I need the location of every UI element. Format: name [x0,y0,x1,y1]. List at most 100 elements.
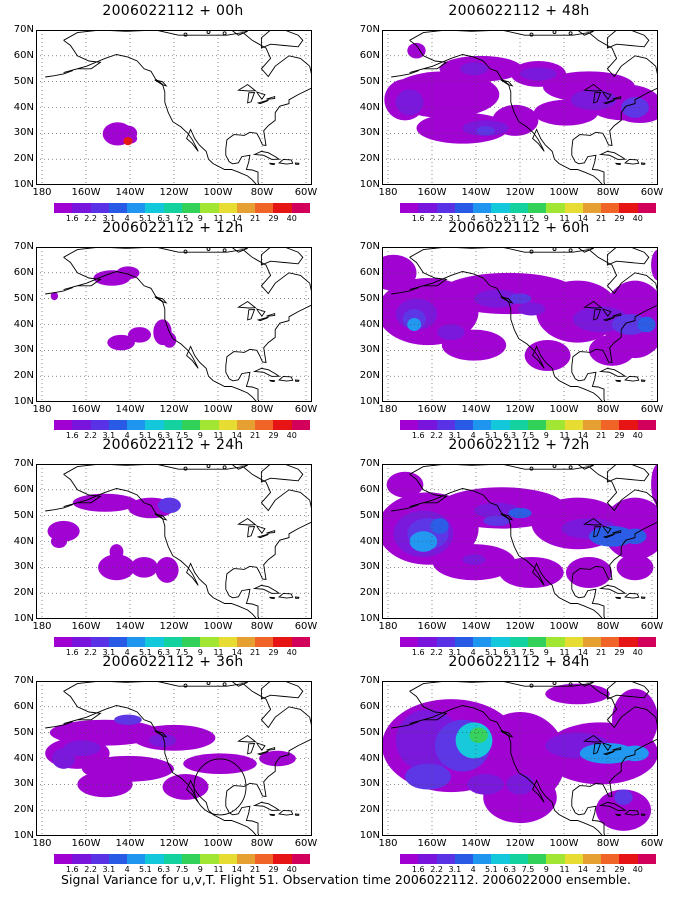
colorbar-swatch [54,420,72,430]
colorbar-swatch [601,637,619,647]
colorbar-swatch [510,637,528,647]
longitude-tick-label: 140W [110,621,150,632]
latitude-tick-label: 20N [346,153,380,164]
colorbar-swatch [400,203,418,213]
latitude-tick-label: 70N [346,675,380,686]
colorbar [54,420,310,430]
longitude-tick-label: 60W [632,187,672,198]
colorbar-swatch [292,637,310,647]
longitude-tick-label: 160W [412,838,452,849]
colorbar-swatch [145,420,163,430]
colorbar-swatch [565,203,583,213]
colorbar-swatch [237,854,255,864]
panel-title: 2006022112 + 12h [0,220,346,236]
colorbar-swatch [200,420,218,430]
colorbar-swatch [638,854,656,864]
latitude-tick-label: 50N [0,76,34,87]
colorbar-swatch [601,420,619,430]
colorbar-swatch [619,637,637,647]
colorbar-swatch [219,854,237,864]
colorbar-swatch [583,637,601,647]
colorbar-swatch [145,854,163,864]
longitude-tick-label: 140W [110,838,150,849]
latitude-tick-label: 40N [346,536,380,547]
colorbar-swatch [237,420,255,430]
longitude-tick-label: 100W [198,838,238,849]
panel-title: 2006022112 + 84h [346,654,692,670]
colorbar [54,203,310,213]
colorbar-swatch [601,203,619,213]
longitude-tick-label: 160W [412,404,452,415]
panel-title: 2006022112 + 36h [0,654,346,670]
colorbar-swatch [400,854,418,864]
colorbar-swatch [182,203,200,213]
variance-map [382,30,658,185]
latitude-tick-label: 30N [346,127,380,138]
colorbar-swatch [72,637,90,647]
latitude-tick-label: 50N [346,727,380,738]
colorbar [54,854,310,864]
colorbar-swatch [109,203,127,213]
colorbar-swatch [145,203,163,213]
colorbar-swatch [473,203,491,213]
latitude-tick-label: 60N [346,701,380,712]
colorbar-swatch [455,637,473,647]
colorbar-swatch [510,854,528,864]
colorbar-swatch [219,637,237,647]
longitude-tick-label: 160W [412,621,452,632]
colorbar-swatch [546,854,564,864]
longitude-tick-label: 100W [544,404,584,415]
colorbar-swatch [182,637,200,647]
longitude-tick-label: 180 [22,404,62,415]
colorbar [400,420,656,430]
colorbar-swatch [237,637,255,647]
latitude-tick-label: 40N [346,753,380,764]
longitude-tick-label: 180 [22,621,62,632]
colorbar-swatch [528,420,546,430]
latitude-tick-label: 60N [346,484,380,495]
longitude-tick-label: 180 [368,838,408,849]
map-panel: 2006022112 + 24h 70N 60N 50N 40N 30N 20N 10N 180… [0,434,346,651]
latitude-tick-label: 50N [0,293,34,304]
latitude-tick-label: 30N [0,344,34,355]
panel-title: 2006022112 + 60h [346,220,692,236]
variance-map [36,247,312,402]
colorbar-swatch [91,203,109,213]
colorbar-swatch [619,420,637,430]
longitude-tick-label: 140W [110,404,150,415]
longitude-tick-label: 100W [198,404,238,415]
latitude-tick-label: 40N [0,753,34,764]
colorbar-swatch [491,203,509,213]
colorbar-swatch [164,420,182,430]
latitude-tick-label: 60N [346,267,380,278]
longitude-tick-label: 120W [500,404,540,415]
longitude-tick-label: 80W [588,187,628,198]
latitude-tick-label: 30N [346,778,380,789]
latitude-tick-label: 50N [0,510,34,521]
variance-map [382,247,658,402]
longitude-tick-label: 140W [110,187,150,198]
colorbar-swatch [255,203,273,213]
colorbar-swatch [127,637,145,647]
colorbar-swatch [583,420,601,430]
longitude-tick-label: 60W [286,838,326,849]
colorbar-swatch [619,203,637,213]
longitude-tick-label: 80W [242,187,282,198]
colorbar-swatch [237,203,255,213]
colorbar-swatch [292,854,310,864]
colorbar-swatch [273,420,291,430]
latitude-tick-label: 50N [346,76,380,87]
colorbar-swatch [219,420,237,430]
longitude-tick-label: 60W [632,838,672,849]
colorbar-swatch [109,854,127,864]
longitude-tick-label: 60W [286,187,326,198]
colorbar-swatch [182,854,200,864]
colorbar [400,203,656,213]
longitude-tick-label: 180 [368,621,408,632]
longitude-tick-label: 140W [456,187,496,198]
latitude-tick-label: 30N [346,344,380,355]
colorbar-swatch [72,203,90,213]
variance-map [382,681,658,836]
longitude-tick-label: 120W [500,838,540,849]
variance-map [36,681,312,836]
